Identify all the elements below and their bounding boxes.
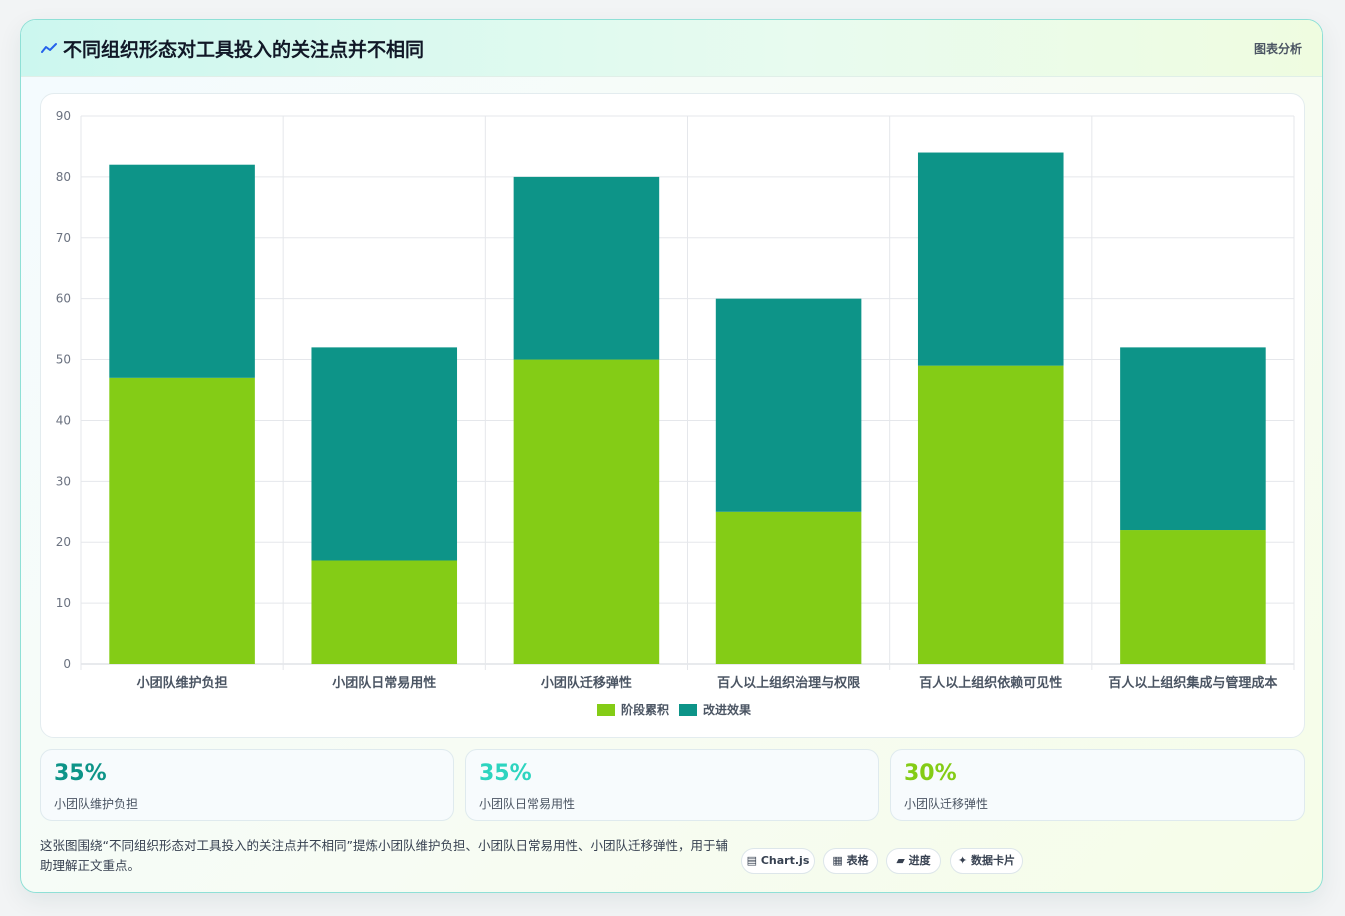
- chart-card: 不同组织形态对工具投入的关注点并不相同 图表分析 0 10 20 30 40 50 60 70…: [20, 19, 1323, 893]
- x-tick-label: 小团队迁移弹性: [541, 675, 632, 691]
- x-tick-label: 小团队维护负担: [137, 675, 228, 691]
- legend-swatch: [597, 704, 615, 716]
- stat-card-1: 35% 小团队维护负担: [40, 749, 454, 821]
- pill-label: Chart.js: [760, 854, 810, 867]
- card-header: 不同组织形态对工具投入的关注点并不相同 图表分析: [21, 20, 1322, 77]
- pill-progress[interactable]: ▰ 进度: [886, 848, 941, 874]
- bar-improvement-effect: [513, 176, 660, 360]
- pill-label: 表格: [846, 854, 869, 867]
- bar-improvement-effect: [1120, 347, 1266, 531]
- pill-label: 进度: [908, 854, 931, 867]
- chart-description: 这张图围绕“不同组织形态对工具投入的关注点并不相同”提炼小团队维护负担、小团队日…: [40, 838, 728, 873]
- bar-stage-accumulation: [917, 365, 1064, 664]
- stat-value: 30%: [904, 761, 957, 786]
- stat-card-2: 35% 小团队日常易用性: [465, 749, 879, 821]
- table-icon: ▦: [832, 854, 847, 867]
- y-tick-label: 0: [63, 657, 71, 671]
- pill-table[interactable]: ▦ 表格: [823, 848, 878, 874]
- sparkle-icon: ✦: [957, 854, 972, 867]
- bar-improvement-effect: [715, 298, 862, 512]
- header-tag: 图表分析: [1253, 42, 1302, 56]
- stat-card-3: 30% 小团队迁移弹性: [890, 749, 1305, 821]
- legend-label: 改进效果: [703, 702, 751, 717]
- y-tick-label: 60: [56, 292, 71, 306]
- pill-label: 数据卡片: [971, 854, 1016, 867]
- x-tick-label: 百人以上组织集成与管理成本: [1108, 675, 1277, 691]
- line-chart-icon: [41, 43, 57, 53]
- stat-value: 35%: [54, 761, 107, 786]
- bar-stage-accumulation: [311, 560, 458, 664]
- chart-icon: ▤: [746, 854, 761, 867]
- y-tick-label: 20: [56, 535, 71, 549]
- y-tick-label: 50: [56, 353, 71, 367]
- progress-icon: ▰: [896, 854, 909, 867]
- x-tick-label: 百人以上组织依赖可见性: [919, 675, 1062, 691]
- chart-panel: 0 10 20 30 40 50 60 70 80 90 小团队维护负担 小团队日常易用性 小团队迁移弹…: [40, 93, 1305, 738]
- x-tick-label: 百人以上组织治理与权限: [717, 675, 861, 691]
- stat-label: 小团队迁移弹性: [904, 797, 989, 811]
- y-tick-label: 90: [56, 109, 71, 123]
- y-tick-label: 40: [56, 413, 71, 427]
- stacked-bar-chart: 0 10 20 30 40 50 60 70 80 90 小团队维护负担 小团队日常易用性 小团队迁移弹…: [56, 109, 1295, 717]
- stat-label: 小团队日常易用性: [479, 797, 576, 811]
- bar-stage-accumulation: [109, 377, 255, 664]
- bar-improvement-effect: [311, 347, 458, 561]
- chart-title: 不同组织形态对工具投入的关注点并不相同: [63, 39, 425, 61]
- pill-chartjs[interactable]: ▤ Chart.js: [741, 848, 815, 874]
- stat-label: 小团队维护负担: [54, 797, 139, 811]
- y-tick-label: 80: [56, 170, 71, 184]
- pill-data-card[interactable]: ✦ 数据卡片: [950, 848, 1023, 874]
- legend-swatch: [679, 704, 697, 716]
- x-tick-label: 小团队日常易用性: [332, 675, 436, 691]
- legend-label: 阶段累积: [621, 702, 669, 717]
- bar-improvement-effect: [109, 164, 255, 378]
- bar-stage-accumulation: [715, 511, 862, 664]
- y-tick-label: 10: [56, 596, 71, 610]
- bar-improvement-effect: [917, 152, 1064, 366]
- y-tick-label: 70: [56, 231, 71, 245]
- stat-value: 35%: [479, 761, 532, 786]
- bar-stage-accumulation: [513, 359, 660, 664]
- bar-stage-accumulation: [1120, 530, 1266, 664]
- y-tick-label: 30: [56, 474, 71, 488]
